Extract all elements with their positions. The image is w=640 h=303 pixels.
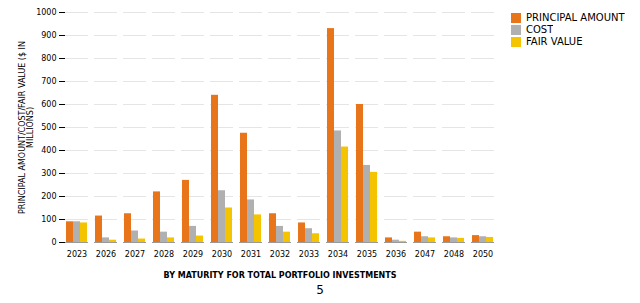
svg-text:2034: 2034 <box>328 250 348 259</box>
svg-text:0: 0 <box>51 238 56 247</box>
svg-text:2031: 2031 <box>241 250 261 259</box>
svg-text:400: 400 <box>41 146 56 155</box>
svg-text:2032: 2032 <box>270 250 290 259</box>
svg-text:PRINCIPAL AMOUNT/COST/FAIR VAL: PRINCIPAL AMOUNT/COST/FAIR VALUE ($ INMI… <box>18 41 35 214</box>
svg-text:2027: 2027 <box>125 250 145 259</box>
svg-text:600: 600 <box>41 100 56 109</box>
svg-text:2048: 2048 <box>444 250 464 259</box>
svg-text:2026: 2026 <box>96 250 116 259</box>
svg-text:BY MATURITY FOR TOTAL PORTFOLI: BY MATURITY FOR TOTAL PORTFOLIO INVESTME… <box>163 271 396 280</box>
html-text:COST: COST <box>526 24 554 35</box>
svg-text:800: 800 <box>41 54 56 63</box>
svg-text:2033: 2033 <box>299 250 319 259</box>
svg-text:1000: 1000 <box>36 8 56 17</box>
svg-text:2030: 2030 <box>212 250 232 259</box>
html-text:PRINCIPAL AMOUNT: PRINCIPAL AMOUNT <box>526 12 625 23</box>
svg-text:2028: 2028 <box>154 250 174 259</box>
html-text:5: 5 <box>316 283 324 297</box>
svg-text:900: 900 <box>41 31 56 40</box>
svg-text:2047: 2047 <box>415 250 435 259</box>
svg-text:300: 300 <box>41 169 56 178</box>
svg-text:2035: 2035 <box>357 250 377 259</box>
svg-text:2023: 2023 <box>67 250 87 259</box>
html-text:FAIR VALUE: FAIR VALUE <box>526 36 583 47</box>
svg-text:2036: 2036 <box>386 250 406 259</box>
svg-text:2050: 2050 <box>473 250 493 259</box>
svg-text:500: 500 <box>41 123 56 132</box>
svg-text:2029: 2029 <box>183 250 203 259</box>
svg-text:100: 100 <box>41 215 56 224</box>
svg-text:200: 200 <box>41 192 56 201</box>
svg-text:700: 700 <box>41 77 56 86</box>
